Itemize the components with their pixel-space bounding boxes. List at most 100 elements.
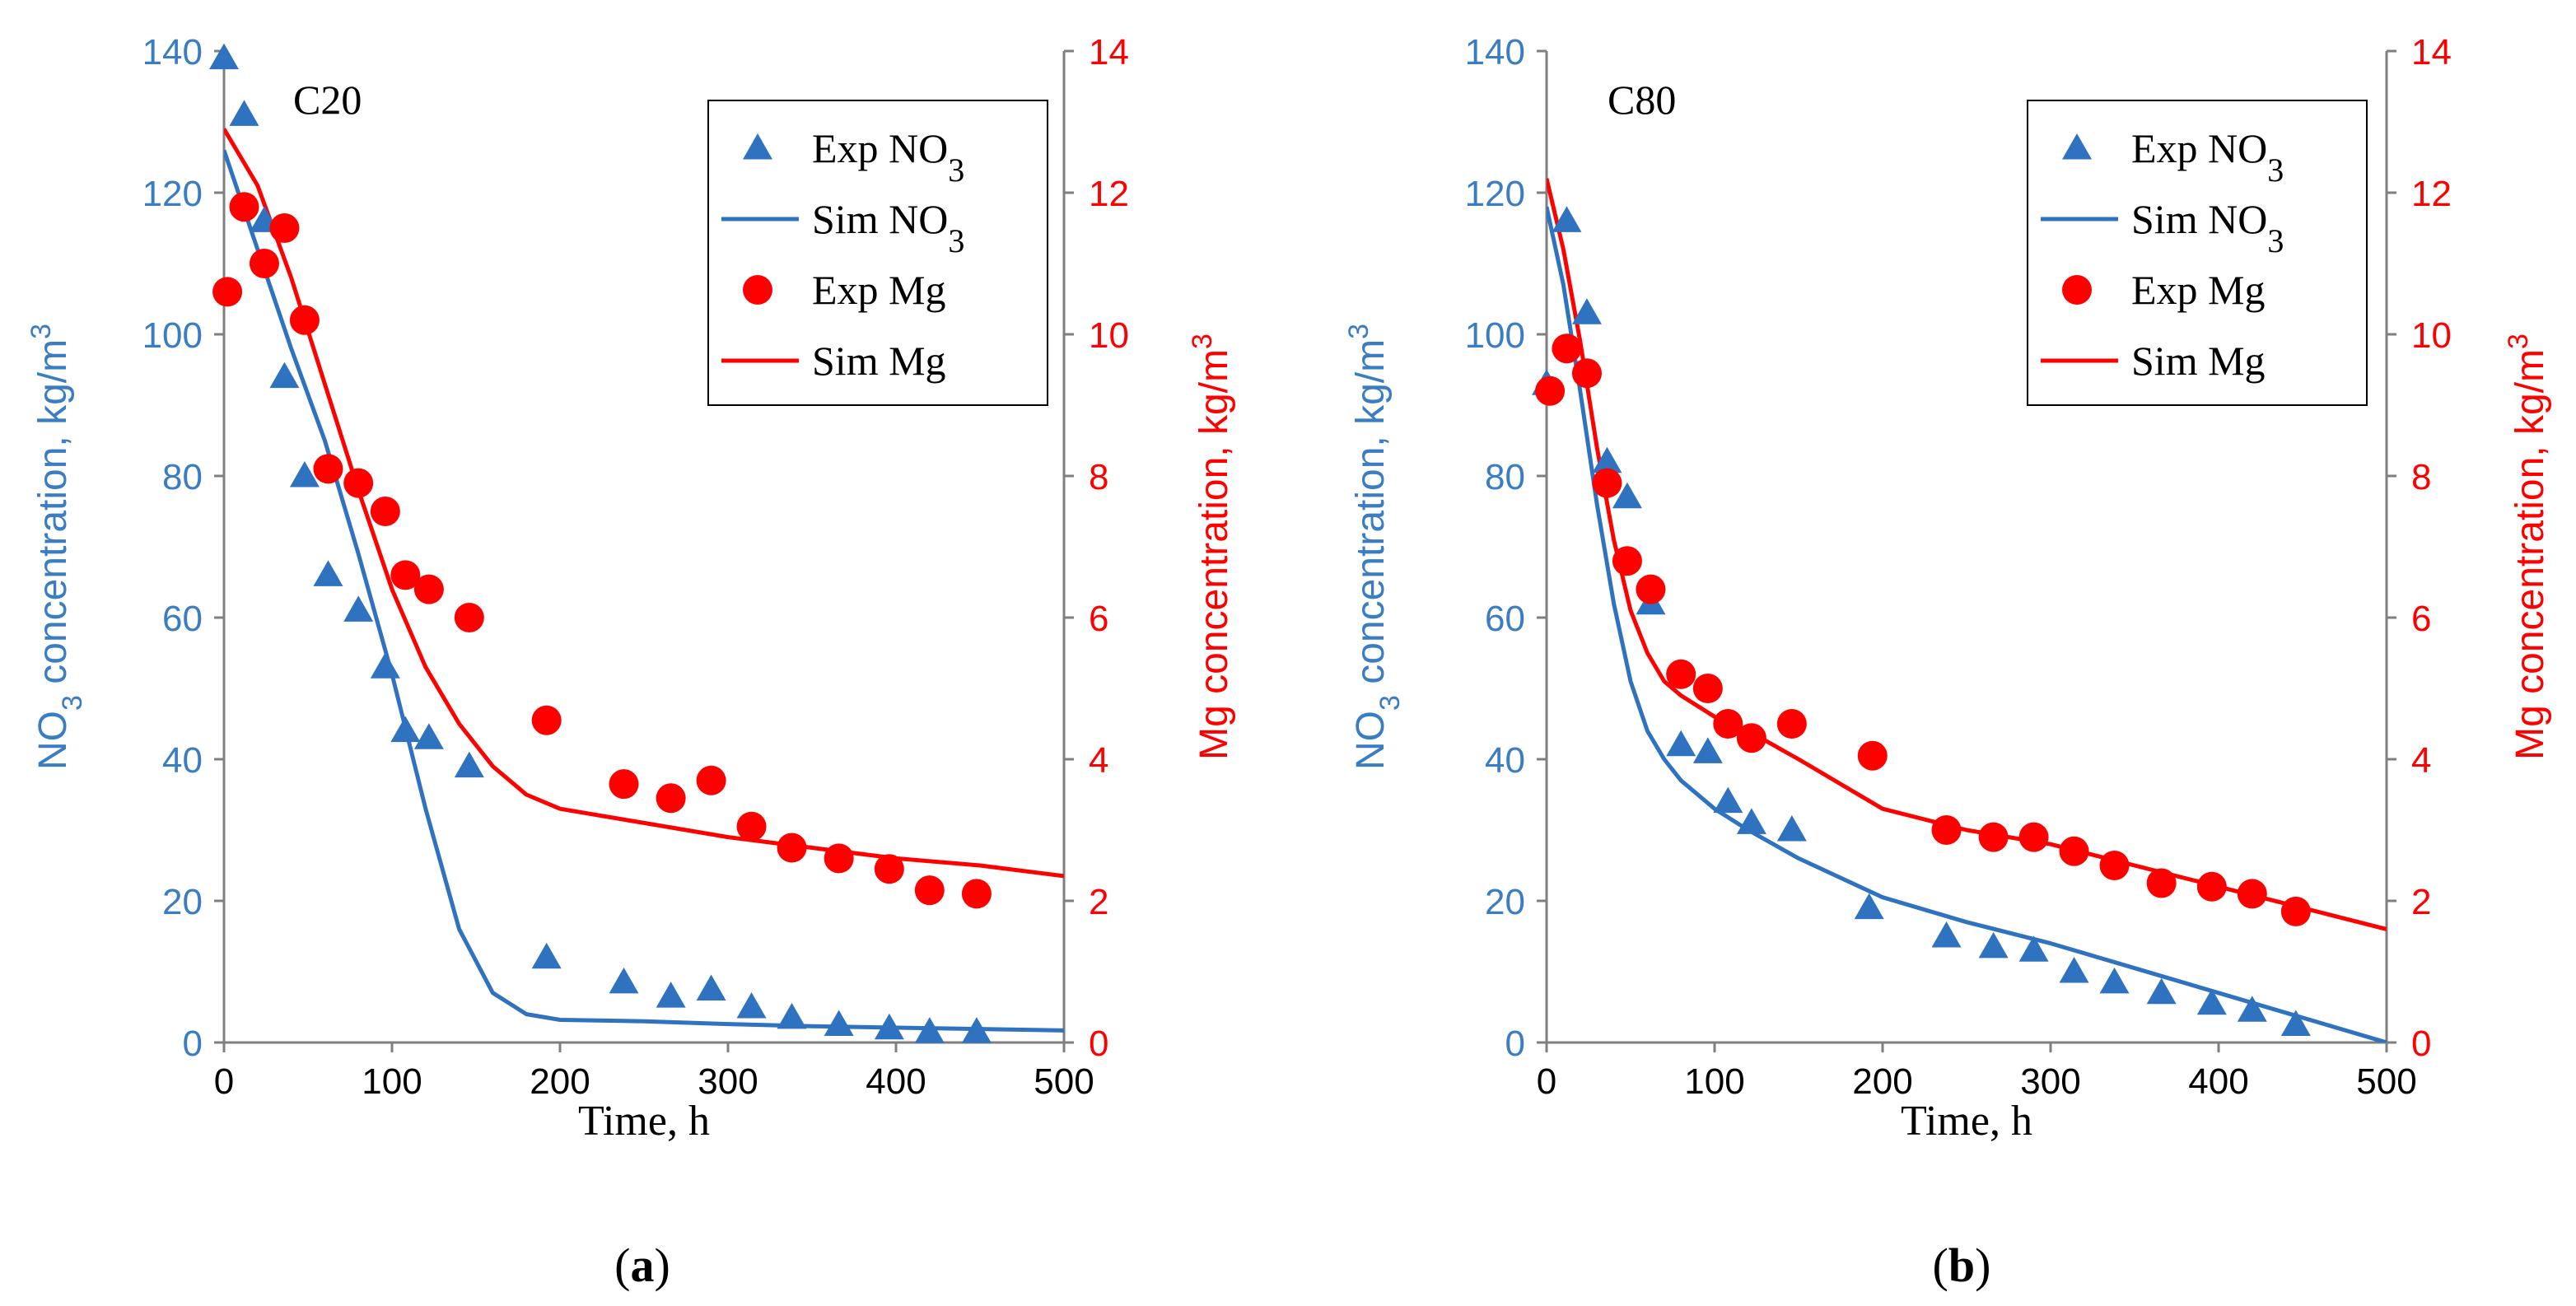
legend-entry-text: Exp Mg xyxy=(812,267,946,313)
legend-marker-circle xyxy=(743,275,772,305)
data-point-exp-mg xyxy=(229,192,259,222)
data-point-exp-no3 xyxy=(2280,1010,2311,1036)
x-tick-label: 100 xyxy=(1684,1061,1744,1102)
data-point-exp-mg xyxy=(1736,723,1766,753)
x-tick-label: 200 xyxy=(530,1061,590,1102)
data-point-exp-no3 xyxy=(656,982,686,1008)
data-point-exp-no3 xyxy=(531,942,562,969)
data-point-exp-mg xyxy=(1636,574,1666,604)
y-left-title-text: NO xyxy=(1349,711,1393,770)
y-left-title-text: concentration, kg/m xyxy=(1349,339,1393,695)
data-point-exp-no3 xyxy=(914,1017,945,1043)
y-left-tick-label: 60 xyxy=(1485,599,1525,639)
data-point-exp-no3 xyxy=(1713,786,1743,814)
data-point-exp-mg xyxy=(2059,836,2089,866)
data-point-exp-mg xyxy=(736,811,767,842)
caption-letter: a xyxy=(631,1238,655,1292)
data-point-exp-no3 xyxy=(1776,815,1807,842)
legend-entry-label: Sim NO3 xyxy=(812,196,964,259)
panel-label: C20 xyxy=(293,77,362,123)
data-point-exp-mg xyxy=(531,705,562,735)
data-point-exp-mg xyxy=(777,833,807,863)
panel-caption: (a) xyxy=(614,1238,670,1292)
data-point-exp-mg xyxy=(269,213,300,243)
data-point-exp-no3 xyxy=(1931,921,1962,948)
data-point-exp-no3 xyxy=(2018,935,2049,962)
data-point-exp-no3 xyxy=(413,723,444,749)
data-point-exp-no3 xyxy=(1666,730,1696,757)
x-tick-label: 300 xyxy=(698,1061,758,1102)
data-point-exp-no3 xyxy=(1552,206,1582,232)
legend-marker-triangle xyxy=(2062,133,2092,160)
data-point-exp-no3 xyxy=(390,716,421,743)
series-line-sim-no3 xyxy=(1547,206,2387,1042)
legend-entry-sub: 3 xyxy=(2267,152,2284,189)
y-right-tick-label: 2 xyxy=(2411,882,2431,922)
y-right-title-text: Mg concentration, kg/m xyxy=(1192,349,1236,760)
y-left-tick-label: 120 xyxy=(1465,174,1525,214)
data-point-exp-mg xyxy=(874,854,904,884)
x-tick-label: 300 xyxy=(2020,1061,2080,1102)
legend-entry-text: Sim Mg xyxy=(812,338,946,384)
data-point-exp-mg xyxy=(2146,868,2177,898)
x-axis-title: Time, h xyxy=(578,1098,710,1145)
legend-entry-label: Exp Mg xyxy=(812,267,946,313)
y-right-tick-label: 14 xyxy=(2411,32,2452,72)
data-point-exp-mg xyxy=(609,769,639,800)
data-point-exp-no3 xyxy=(343,595,374,622)
data-point-exp-mg xyxy=(1931,815,1962,845)
chart-panel-a: 0 100 200 300 400 500020406080100120140024681… xyxy=(26,32,1236,1292)
y-left-title-sub: 3 xyxy=(1374,695,1406,711)
legend-marker-triangle xyxy=(743,133,772,160)
data-point-exp-no3 xyxy=(1978,931,2009,959)
data-point-exp-mg xyxy=(1666,659,1696,689)
data-point-exp-mg xyxy=(454,603,484,632)
y-right-tick-label: 8 xyxy=(2411,457,2431,497)
y-right-title-sup: 3 xyxy=(2503,333,2534,349)
data-point-exp-mg xyxy=(1571,358,1602,389)
data-point-exp-no3 xyxy=(2059,957,2089,983)
data-point-exp-no3 xyxy=(609,967,639,994)
data-point-exp-no3 xyxy=(2237,996,2267,1022)
y-right-tick-label: 6 xyxy=(2411,599,2431,639)
data-point-exp-no3 xyxy=(1592,446,1622,473)
data-point-exp-no3 xyxy=(370,652,400,679)
legend-entry-sub: 3 xyxy=(2267,222,2284,259)
data-point-exp-mg xyxy=(2196,871,2227,902)
y-left-tick-label: 100 xyxy=(1465,315,1525,356)
x-tick-label: 500 xyxy=(1034,1061,1094,1102)
data-point-exp-mg xyxy=(656,783,686,814)
data-point-exp-mg xyxy=(2280,896,2311,926)
y-left-title-text: NO xyxy=(31,711,75,770)
y-right-tick-label: 4 xyxy=(1089,740,1108,781)
legend-entry-label: Exp NO3 xyxy=(2131,125,2284,189)
panel-label: C80 xyxy=(1608,77,1676,123)
data-point-exp-no3 xyxy=(874,1013,904,1040)
data-point-exp-no3 xyxy=(1854,893,1884,920)
y-right-tick-label: 6 xyxy=(1089,599,1108,639)
legend-entry-label: Sim Mg xyxy=(812,338,946,384)
y-left-tick-label: 0 xyxy=(1505,1024,1525,1064)
y-right-tick-label: 4 xyxy=(2411,740,2431,781)
data-point-exp-no3 xyxy=(777,1002,807,1029)
y-left-tick-label: 140 xyxy=(1465,32,1525,72)
legend-entry-text: Sim NO xyxy=(2131,196,2267,242)
data-point-exp-mg xyxy=(1535,375,1566,406)
data-point-exp-no3 xyxy=(1692,737,1723,763)
x-axis-title: Time, h xyxy=(1901,1098,2032,1145)
y-left-tick-label: 20 xyxy=(162,882,203,922)
series-line-sim-mg xyxy=(1547,178,2387,931)
legend-entry-text: Exp Mg xyxy=(2131,267,2266,313)
y-left-tick-label: 40 xyxy=(1485,740,1525,781)
data-point-exp-mg xyxy=(343,468,374,498)
data-point-exp-no3 xyxy=(1736,808,1766,834)
legend-entry-text: Exp NO xyxy=(2131,125,2267,171)
x-tick-label: 0 xyxy=(214,1061,234,1102)
panel-caption: (b) xyxy=(1933,1238,1991,1292)
y-left-title-sub: 3 xyxy=(57,695,88,711)
y-right-tick-label: 0 xyxy=(2411,1024,2431,1064)
legend-entry-label: Sim Mg xyxy=(2131,338,2266,384)
data-point-exp-mg xyxy=(1978,822,2009,852)
data-point-exp-mg xyxy=(2099,851,2130,880)
